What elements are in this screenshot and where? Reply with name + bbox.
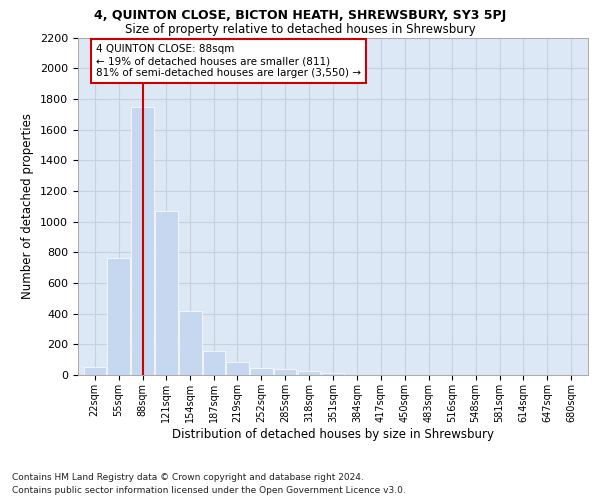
Bar xyxy=(322,372,344,375)
Text: 4 QUINTON CLOSE: 88sqm
← 19% of detached houses are smaller (811)
81% of semi-de: 4 QUINTON CLOSE: 88sqm ← 19% of detached… xyxy=(96,44,361,78)
Bar xyxy=(107,258,130,375)
Bar xyxy=(83,368,106,375)
Bar xyxy=(203,351,226,375)
Bar xyxy=(131,106,154,375)
Text: Contains public sector information licensed under the Open Government Licence v3: Contains public sector information licen… xyxy=(12,486,406,495)
Text: Contains HM Land Registry data © Crown copyright and database right 2024.: Contains HM Land Registry data © Crown c… xyxy=(12,474,364,482)
Bar xyxy=(274,369,296,375)
Y-axis label: Number of detached properties: Number of detached properties xyxy=(22,114,34,299)
X-axis label: Distribution of detached houses by size in Shrewsbury: Distribution of detached houses by size … xyxy=(172,428,494,440)
Bar xyxy=(250,368,272,375)
Text: Size of property relative to detached houses in Shrewsbury: Size of property relative to detached ho… xyxy=(125,22,475,36)
Bar xyxy=(226,362,248,375)
Text: 4, QUINTON CLOSE, BICTON HEATH, SHREWSBURY, SY3 5PJ: 4, QUINTON CLOSE, BICTON HEATH, SHREWSBU… xyxy=(94,9,506,22)
Bar xyxy=(155,211,178,375)
Bar xyxy=(298,370,320,375)
Bar xyxy=(179,310,202,375)
